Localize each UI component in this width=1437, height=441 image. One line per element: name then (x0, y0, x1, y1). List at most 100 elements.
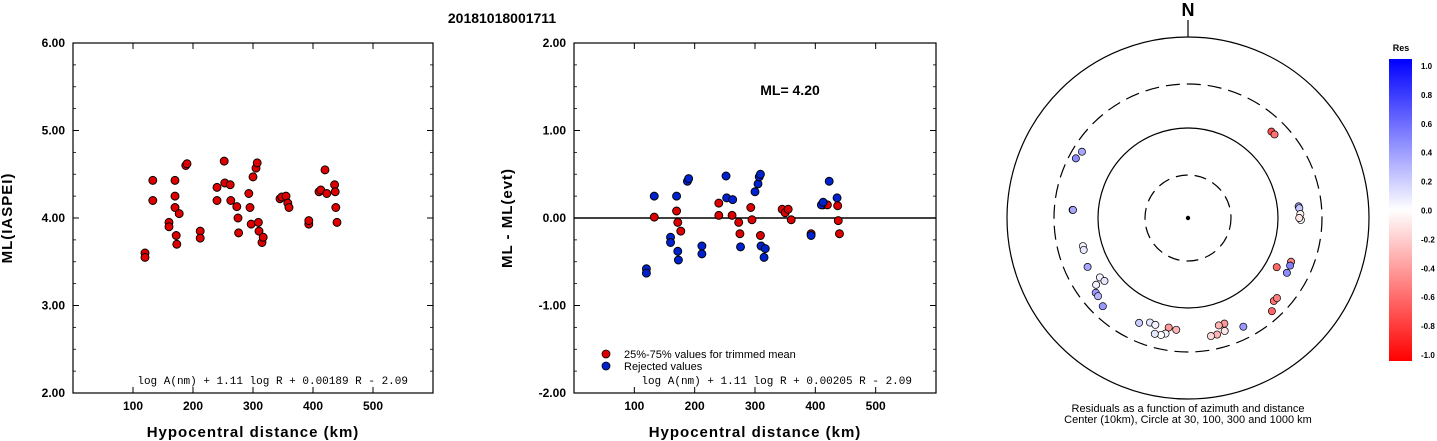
y-tick-label: 4.00 (42, 211, 66, 225)
colorbar-tick-label: 1.0 (1421, 62, 1433, 71)
data-point (234, 228, 244, 238)
data-point (226, 196, 236, 205)
data-point (728, 195, 738, 205)
data-point (672, 206, 682, 216)
data-point (721, 171, 731, 181)
x-tick-label: 500 (363, 399, 383, 413)
y-tick-label: 0.00 (543, 211, 567, 225)
data-point (833, 216, 843, 226)
colorbar-tick-label: -0.8 (1421, 322, 1435, 331)
data-point (170, 175, 180, 185)
data-point (673, 246, 683, 256)
data-points (641, 169, 844, 278)
y-tick-label: -2.00 (539, 386, 567, 400)
colorbar-tick-label: 0.4 (1421, 149, 1433, 158)
data-point (170, 191, 180, 201)
panel-ml-iaspei: 100 200 300 400 500 2.00 3.00 4.00 5.00 6.00 Hyp… (0, 36, 434, 441)
data-point (195, 233, 205, 243)
station-point (1220, 326, 1229, 335)
x-tick-label: 100 (123, 399, 143, 413)
legend-label-rejected: Rejected values (624, 361, 703, 373)
station-point (1098, 302, 1107, 311)
station-point (1094, 292, 1103, 301)
data-point (212, 182, 222, 192)
x-tick-label: 400 (805, 399, 825, 413)
data-point (332, 217, 342, 227)
legend-marker-rejected (601, 361, 611, 371)
data-point (759, 252, 769, 262)
y-axis-label: ML(IASPEI) (0, 173, 16, 264)
data-point (714, 198, 724, 208)
caption-line-2: Center (10km), Circle at 30, 100, 300 an… (1064, 414, 1312, 426)
data-point (697, 241, 707, 251)
colorbar (1389, 59, 1412, 361)
y-tick-label: 1.00 (543, 124, 567, 138)
data-point (684, 174, 694, 184)
data-point (818, 197, 828, 207)
data-point (140, 252, 150, 262)
epicenter-dot (1185, 215, 1191, 221)
data-point (750, 187, 760, 197)
data-point (736, 242, 745, 252)
x-axis-label: Hypocentral distance (km) (649, 424, 862, 441)
y-tick-label: -1.00 (539, 299, 567, 313)
figure-title: 20181018001711 (448, 10, 556, 26)
station-point (1071, 154, 1080, 163)
ml-annotation: ML= 4.20 (760, 82, 820, 98)
y-axis-ticks: -2.00 -1.00 0.00 1.00 2.00 (539, 36, 936, 400)
data-point (245, 203, 255, 212)
x-axis-label: Hypocentral distance (km) (147, 424, 360, 441)
y-tick-label: 5.00 (42, 124, 66, 138)
station-point (1273, 294, 1281, 303)
colorbar-tick-label: 0.2 (1421, 178, 1433, 187)
colorbar-ticks: 1.0 0.8 0.6 0.4 0.2 0.0 -0.2 -0.4 -0.6 -0.8 -1.0 (1421, 62, 1435, 360)
x-tick-label: 400 (303, 399, 323, 413)
data-points (140, 156, 342, 262)
station-point (1092, 280, 1101, 289)
panel-ml-residual: 100 200 300 400 500 -2.00 -1.00 0.00 1.00 2.00 M… (499, 36, 937, 441)
data-point (232, 202, 242, 212)
data-point (182, 159, 192, 169)
station-point (1172, 325, 1181, 334)
data-point (171, 231, 181, 240)
station-point (1077, 147, 1086, 156)
data-point (832, 193, 842, 203)
ring-100km (1097, 127, 1279, 309)
station-point (1164, 323, 1173, 332)
data-point (735, 229, 745, 239)
station-point (1083, 263, 1092, 271)
data-point (666, 238, 675, 247)
x-axis-ticks: 100 200 300 400 500 (123, 43, 383, 413)
data-point (714, 210, 724, 220)
data-point (148, 196, 158, 205)
data-point (212, 196, 222, 205)
panel-azimuth-map: N Residuals as a function of azimuth and… (1006, 0, 1435, 426)
data-point (673, 255, 683, 265)
data-point (252, 158, 262, 168)
colorbar-tick-label: -0.2 (1421, 235, 1435, 244)
data-point (148, 175, 158, 185)
data-point (755, 169, 765, 179)
data-point (331, 203, 341, 212)
y-tick-label: 3.00 (42, 299, 66, 313)
data-point (253, 217, 263, 227)
data-point (641, 268, 651, 278)
station-point (1239, 322, 1248, 331)
colorbar-tick-label: 0.8 (1421, 91, 1433, 100)
station-point (1100, 277, 1109, 285)
data-point (835, 229, 844, 239)
x-tick-label: 200 (183, 399, 203, 413)
colorbar-tick-label: -0.4 (1421, 264, 1435, 273)
data-point (174, 209, 184, 219)
station-point (1079, 245, 1088, 254)
north-label: N (1182, 0, 1195, 20)
station-point (1207, 332, 1215, 341)
station-point (1069, 206, 1077, 214)
x-axis-ticks: 100 200 300 400 500 (624, 43, 886, 413)
y-axis-label: ML - ML(evt) (499, 168, 516, 268)
data-point (760, 244, 770, 254)
data-point (676, 226, 686, 236)
station-point (1270, 130, 1279, 139)
data-point (824, 176, 834, 186)
data-point (258, 232, 268, 242)
